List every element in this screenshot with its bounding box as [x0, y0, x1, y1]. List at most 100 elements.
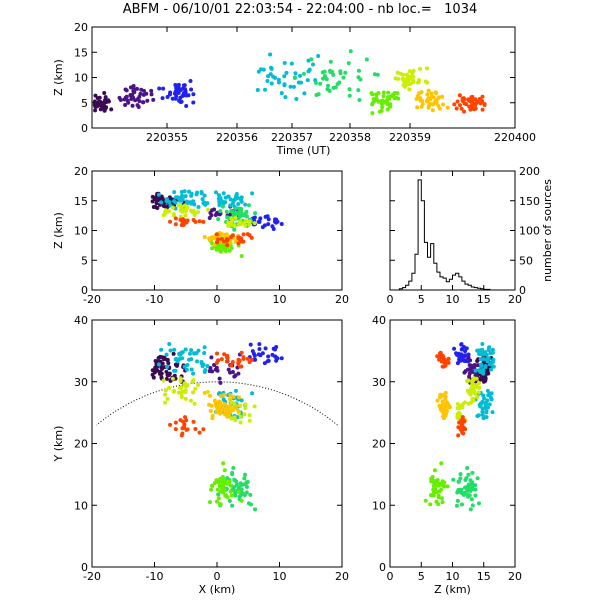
source-point	[419, 90, 424, 95]
source-point	[161, 86, 166, 91]
source-point	[159, 371, 164, 376]
source-point	[440, 409, 445, 414]
source-point	[289, 61, 294, 66]
source-point	[478, 101, 483, 106]
source-point	[226, 406, 231, 411]
source-point	[442, 484, 447, 489]
y-tick-label: 5	[81, 254, 88, 267]
source-point	[270, 352, 275, 357]
source-point	[491, 364, 496, 369]
source-point	[138, 91, 143, 96]
source-point	[99, 101, 104, 106]
source-point	[325, 87, 330, 92]
x-tick-label: 220400	[494, 131, 536, 144]
source-point	[228, 410, 233, 415]
source-point	[185, 383, 190, 388]
source-point	[316, 92, 321, 97]
source-point	[185, 218, 190, 223]
source-point	[279, 91, 284, 96]
x-tick-label: -10	[146, 293, 164, 306]
source-point	[377, 109, 382, 114]
source-point	[482, 102, 487, 107]
source-point	[170, 376, 175, 381]
source-point	[475, 395, 480, 400]
source-point	[245, 232, 250, 237]
source-point	[227, 479, 232, 484]
source-point	[476, 390, 481, 395]
source-point	[420, 98, 425, 103]
source-point	[486, 371, 491, 376]
source-point	[180, 193, 185, 198]
source-point	[184, 93, 189, 98]
source-point	[237, 494, 242, 499]
time-height-panel: 220355 220356 220357 220358 220359 220400 0 5 10…	[52, 21, 536, 157]
source-point	[199, 359, 204, 364]
source-point	[219, 409, 224, 414]
source-point	[260, 225, 265, 230]
source-point	[394, 95, 399, 100]
source-point	[475, 476, 480, 481]
x-tick-label: 20	[335, 570, 349, 583]
source-point	[153, 365, 158, 370]
y-tick-label: 0	[379, 561, 386, 574]
source-point	[164, 352, 169, 357]
source-point	[179, 204, 184, 209]
source-point	[232, 223, 237, 228]
x-tick-label: 10	[446, 293, 460, 306]
source-point	[457, 103, 462, 108]
source-point	[488, 395, 493, 400]
y-tick-label: 150	[519, 195, 540, 208]
source-point	[436, 104, 441, 109]
x-axis-label: X (km)	[199, 583, 236, 596]
source-point	[252, 215, 257, 220]
source-point	[469, 497, 474, 502]
source-point	[225, 237, 230, 242]
source-point	[457, 420, 462, 425]
source-point	[347, 87, 352, 92]
source-point	[407, 87, 412, 92]
source-point	[452, 346, 457, 351]
source-point	[184, 199, 189, 204]
source-point	[227, 397, 232, 402]
source-point	[173, 222, 178, 227]
source-point	[173, 200, 178, 205]
source-point	[202, 193, 207, 198]
source-point	[189, 87, 194, 92]
source-point	[379, 99, 384, 104]
source-point	[416, 80, 421, 85]
source-point	[485, 388, 490, 393]
source-point	[433, 90, 438, 95]
source-point	[183, 390, 188, 395]
source-point	[483, 364, 488, 369]
y-tick-label: 100	[519, 225, 540, 238]
source-point	[239, 364, 244, 369]
source-point	[348, 49, 353, 54]
source-point	[141, 88, 146, 93]
source-point	[235, 415, 240, 420]
plot-frame	[91, 170, 343, 291]
source-point	[201, 427, 206, 432]
source-point	[433, 483, 438, 488]
source-point	[177, 351, 182, 356]
source-point	[462, 109, 467, 114]
source-point	[192, 401, 197, 406]
source-point	[207, 393, 212, 398]
y-tick-label: 20	[372, 438, 386, 451]
x-tick-label: 20	[335, 293, 349, 306]
x-tick-label: 220355	[146, 131, 188, 144]
source-point	[257, 342, 262, 347]
source-point	[456, 425, 461, 430]
source-point	[189, 201, 194, 206]
source-point	[331, 72, 336, 77]
source-point	[103, 98, 108, 103]
y-tick-label: 40	[74, 314, 88, 327]
source-point	[217, 483, 222, 488]
source-point	[451, 477, 456, 482]
source-point	[218, 380, 223, 385]
y-tick-label: 0	[81, 561, 88, 574]
source-point	[217, 376, 222, 381]
source-point	[268, 72, 273, 77]
source-point	[230, 503, 235, 508]
source-point	[436, 95, 441, 100]
source-point	[178, 418, 183, 423]
